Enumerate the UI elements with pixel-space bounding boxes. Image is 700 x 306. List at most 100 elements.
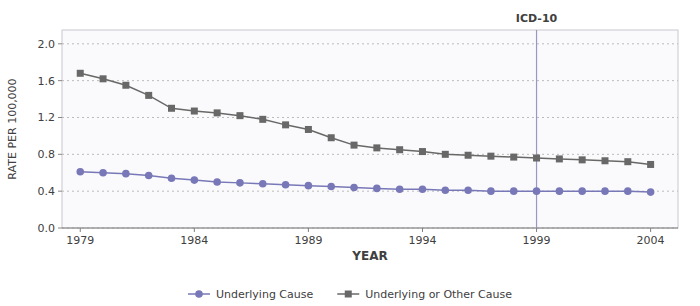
- point: [122, 170, 130, 178]
- point: [259, 180, 267, 188]
- point: [601, 157, 608, 164]
- grid-line: [62, 154, 678, 155]
- x-tick: [194, 228, 195, 232]
- series: [76, 168, 654, 196]
- point: [419, 186, 427, 194]
- point: [100, 75, 107, 82]
- x-tick: [80, 228, 81, 232]
- point: [373, 185, 381, 193]
- series: [77, 70, 654, 168]
- point: [442, 151, 449, 158]
- point: [99, 169, 107, 177]
- point: [578, 187, 586, 195]
- grid-line: [62, 80, 678, 81]
- legend-label: Underlying Cause: [216, 288, 313, 301]
- x-tick: [536, 228, 537, 232]
- point: [556, 155, 563, 162]
- point: [327, 183, 335, 191]
- x-tick-label: 1994: [408, 234, 436, 247]
- point: [76, 168, 84, 176]
- chart: 0.00.40.81.21.62.01979198419891994199920…: [0, 0, 700, 306]
- grid-line: [62, 117, 678, 118]
- point: [601, 187, 609, 195]
- point: [351, 142, 358, 149]
- point: [533, 155, 540, 162]
- series-line: [80, 172, 650, 192]
- legend-item: Underlying or Other Cause: [337, 288, 512, 301]
- y-tick: [58, 80, 62, 81]
- legend-label: Underlying or Other Cause: [365, 288, 512, 301]
- plot-frame: [62, 30, 678, 228]
- point: [122, 82, 129, 89]
- point: [373, 144, 380, 151]
- point: [328, 134, 335, 141]
- series-line: [80, 73, 650, 164]
- point: [396, 186, 404, 194]
- y-tick-label: 0.0: [38, 222, 56, 235]
- x-tick-label: 1979: [66, 234, 94, 247]
- y-tick-label: 1.2: [38, 111, 56, 124]
- point: [647, 188, 655, 196]
- point: [487, 153, 494, 160]
- y-tick: [58, 191, 62, 192]
- axes: 0.00.40.81.21.62.01979198419891994199920…: [38, 38, 679, 247]
- annotation-line: [536, 30, 537, 228]
- x-axis-line: [62, 228, 678, 229]
- point: [213, 178, 221, 186]
- point: [282, 181, 290, 189]
- x-axis-label: YEAR: [351, 249, 387, 263]
- point: [236, 179, 244, 187]
- x-tick-label: 2004: [637, 234, 665, 247]
- legend-swatch: [345, 291, 352, 298]
- point: [419, 148, 426, 155]
- point: [487, 187, 495, 195]
- point: [214, 109, 221, 116]
- point: [624, 158, 631, 165]
- y-tick-label: 0.4: [38, 185, 56, 198]
- legend-swatch: [195, 290, 203, 298]
- y-tick-label: 2.0: [38, 38, 56, 51]
- point: [305, 182, 313, 190]
- legend-item: Underlying Cause: [188, 288, 313, 301]
- point: [396, 146, 403, 153]
- y-tick: [58, 228, 62, 229]
- point: [191, 108, 198, 115]
- point: [305, 126, 312, 133]
- point: [282, 121, 289, 128]
- point: [510, 154, 517, 161]
- point: [168, 174, 176, 182]
- annotation-label: ICD-10: [516, 12, 558, 25]
- y-axis-label: RATE PER 100,000: [6, 78, 19, 179]
- point: [259, 116, 266, 123]
- point: [533, 187, 541, 195]
- point: [647, 161, 654, 168]
- point: [465, 152, 472, 159]
- point: [77, 70, 84, 77]
- y-tick: [58, 117, 62, 118]
- legend: Underlying Cause Underlying or Other Caus…: [188, 288, 512, 301]
- point: [145, 172, 153, 180]
- y-tick: [58, 154, 62, 155]
- point: [624, 187, 632, 195]
- x-tick: [650, 228, 651, 232]
- y-tick: [58, 43, 62, 44]
- point: [579, 156, 586, 163]
- grid-line: [62, 228, 678, 229]
- point: [510, 187, 518, 195]
- point: [556, 187, 564, 195]
- point: [145, 92, 152, 99]
- x-tick: [308, 228, 309, 232]
- point: [168, 105, 175, 112]
- x-tick-label: 1989: [294, 234, 322, 247]
- x-tick-label: 1999: [523, 234, 551, 247]
- y-tick-label: 1.6: [38, 75, 56, 88]
- plot-data: [76, 30, 654, 228]
- x-tick: [422, 228, 423, 232]
- x-tick-label: 1984: [180, 234, 208, 247]
- point: [350, 184, 358, 192]
- point: [236, 112, 243, 119]
- grid-line: [62, 43, 678, 44]
- point: [464, 186, 472, 194]
- point: [191, 176, 199, 184]
- point: [441, 186, 449, 194]
